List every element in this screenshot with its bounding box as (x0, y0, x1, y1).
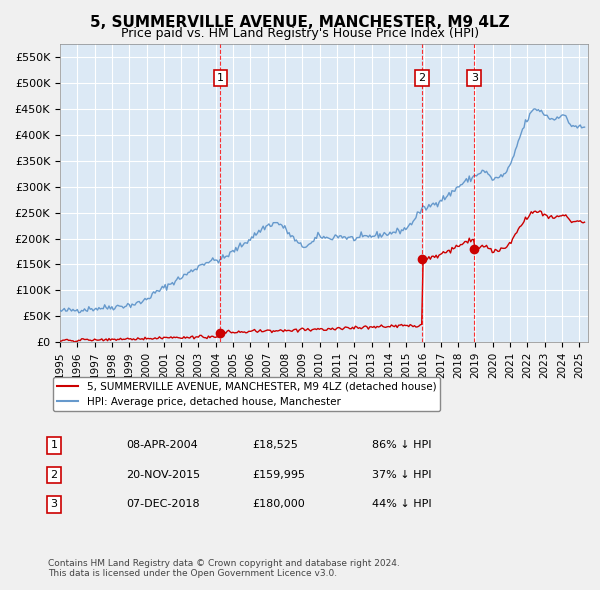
Text: 07-DEC-2018: 07-DEC-2018 (126, 500, 200, 509)
Text: 1: 1 (217, 73, 224, 83)
Text: 86% ↓ HPI: 86% ↓ HPI (372, 441, 431, 450)
Legend: 5, SUMMERVILLE AVENUE, MANCHESTER, M9 4LZ (detached house), HPI: Average price, : 5, SUMMERVILLE AVENUE, MANCHESTER, M9 4L… (53, 377, 440, 411)
Text: 2: 2 (418, 73, 425, 83)
Text: £159,995: £159,995 (252, 470, 305, 480)
Text: 2: 2 (50, 470, 58, 480)
Text: £18,525: £18,525 (252, 441, 298, 450)
Text: £180,000: £180,000 (252, 500, 305, 509)
Text: 20-NOV-2015: 20-NOV-2015 (126, 470, 200, 480)
Text: Price paid vs. HM Land Registry's House Price Index (HPI): Price paid vs. HM Land Registry's House … (121, 27, 479, 40)
Text: 3: 3 (471, 73, 478, 83)
Text: 3: 3 (50, 500, 58, 509)
Text: 5, SUMMERVILLE AVENUE, MANCHESTER, M9 4LZ: 5, SUMMERVILLE AVENUE, MANCHESTER, M9 4L… (90, 15, 510, 30)
Text: 37% ↓ HPI: 37% ↓ HPI (372, 470, 431, 480)
Text: 1: 1 (50, 441, 58, 450)
Text: 44% ↓ HPI: 44% ↓ HPI (372, 500, 431, 509)
Text: Contains HM Land Registry data © Crown copyright and database right 2024.
This d: Contains HM Land Registry data © Crown c… (48, 559, 400, 578)
Text: 08-APR-2004: 08-APR-2004 (126, 441, 198, 450)
